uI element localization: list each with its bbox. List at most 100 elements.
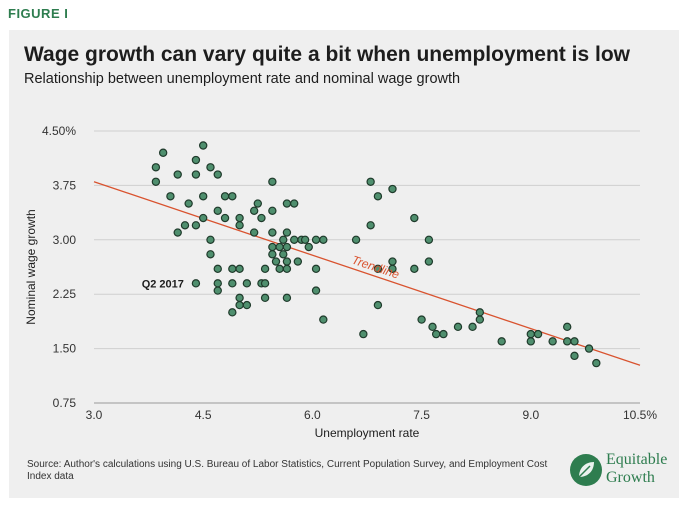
chart-panel xyxy=(9,30,679,498)
chart-subtitle: Relationship between unemployment rate a… xyxy=(24,71,461,87)
data-point xyxy=(198,192,208,201)
data-point xyxy=(388,184,397,194)
data-point xyxy=(198,141,208,150)
data-point xyxy=(453,322,463,332)
data-point xyxy=(424,257,434,266)
data-point xyxy=(282,293,292,303)
y-tick-label: 3.75 xyxy=(53,178,77,192)
data-point xyxy=(271,257,281,266)
trendline-label: Trendline xyxy=(350,253,401,282)
data-point xyxy=(268,228,277,237)
x-tick-label: 3.0 xyxy=(86,408,103,422)
data-point xyxy=(206,250,215,259)
data-point xyxy=(570,337,579,346)
y-tick-label: 2.25 xyxy=(53,287,77,301)
data-point xyxy=(257,213,266,223)
data-point xyxy=(242,279,252,288)
data-point xyxy=(166,192,175,201)
data-point xyxy=(533,329,543,339)
data-point xyxy=(293,257,303,266)
data-point xyxy=(351,235,361,244)
data-point xyxy=(548,337,557,346)
data-point xyxy=(213,286,222,295)
data-point xyxy=(282,264,292,274)
data-point xyxy=(151,163,161,172)
data-point xyxy=(228,264,237,274)
data-point xyxy=(366,177,375,186)
figure-label: FIGURE I xyxy=(8,6,69,21)
data-point xyxy=(300,235,310,244)
equitable-growth-logo: Equitable Growth xyxy=(570,447,680,493)
data-point xyxy=(249,228,259,237)
data-point xyxy=(151,177,161,186)
data-point xyxy=(279,250,288,259)
logo-leaf-icon xyxy=(570,454,602,486)
data-point xyxy=(431,329,441,339)
data-point xyxy=(410,213,419,223)
data-point xyxy=(592,358,601,368)
data-point xyxy=(228,279,237,288)
data-point xyxy=(468,322,477,332)
data-point xyxy=(260,293,270,303)
data-point xyxy=(366,221,375,230)
data-point xyxy=(410,264,419,274)
data-point xyxy=(253,199,262,208)
data-point xyxy=(268,206,277,215)
y-tick-label: 3.00 xyxy=(53,233,77,247)
data-point xyxy=(290,199,299,208)
data-point xyxy=(311,264,321,274)
data-point xyxy=(235,221,244,230)
data-point xyxy=(282,257,292,266)
data-point xyxy=(388,264,397,274)
data-point xyxy=(304,242,313,252)
data-point xyxy=(439,329,448,339)
data-point xyxy=(191,221,201,230)
logo-text-line2: Growth xyxy=(606,469,655,486)
data-point xyxy=(282,199,292,208)
data-point xyxy=(249,206,259,215)
data-point xyxy=(220,192,230,201)
y-tick-label: 4.50% xyxy=(42,124,76,138)
data-point xyxy=(235,213,244,223)
data-point xyxy=(282,228,292,237)
chart-title: Wage growth can vary quite a bit when un… xyxy=(24,43,630,66)
data-point xyxy=(213,206,222,215)
data-point xyxy=(220,213,230,223)
data-point xyxy=(373,192,383,201)
data-point xyxy=(373,264,383,274)
data-point xyxy=(213,170,222,179)
y-tick-label: 0.75 xyxy=(53,396,77,410)
data-point xyxy=(213,264,222,274)
data-point xyxy=(228,192,237,201)
data-point xyxy=(242,300,252,310)
y-axis-title: Nominal wage growth xyxy=(24,209,38,324)
data-point xyxy=(268,177,277,186)
data-point xyxy=(319,315,328,324)
data-point xyxy=(173,228,182,237)
data-point xyxy=(235,264,244,274)
data-point xyxy=(235,300,244,310)
data-point xyxy=(268,250,277,259)
data-point xyxy=(180,221,190,230)
data-point xyxy=(268,242,277,252)
data-point xyxy=(206,163,215,172)
x-tick-label: 10.5% xyxy=(623,408,657,422)
data-point xyxy=(275,264,284,274)
source-note: Source: Author's calculations using U.S.… xyxy=(27,459,548,482)
data-point xyxy=(584,344,594,353)
data-point xyxy=(279,235,288,244)
data-point xyxy=(260,264,270,274)
data-point xyxy=(475,308,485,317)
data-point xyxy=(428,322,437,332)
data-point xyxy=(424,235,434,244)
data-point xyxy=(311,235,321,244)
data-point xyxy=(373,300,383,310)
data-point xyxy=(563,337,572,346)
x-tick-label: 6.0 xyxy=(304,408,321,422)
data-point xyxy=(282,242,292,252)
data-point xyxy=(191,155,201,165)
data-point xyxy=(526,337,536,346)
data-point xyxy=(191,279,201,288)
y-tick-label: 1.50 xyxy=(53,342,77,356)
